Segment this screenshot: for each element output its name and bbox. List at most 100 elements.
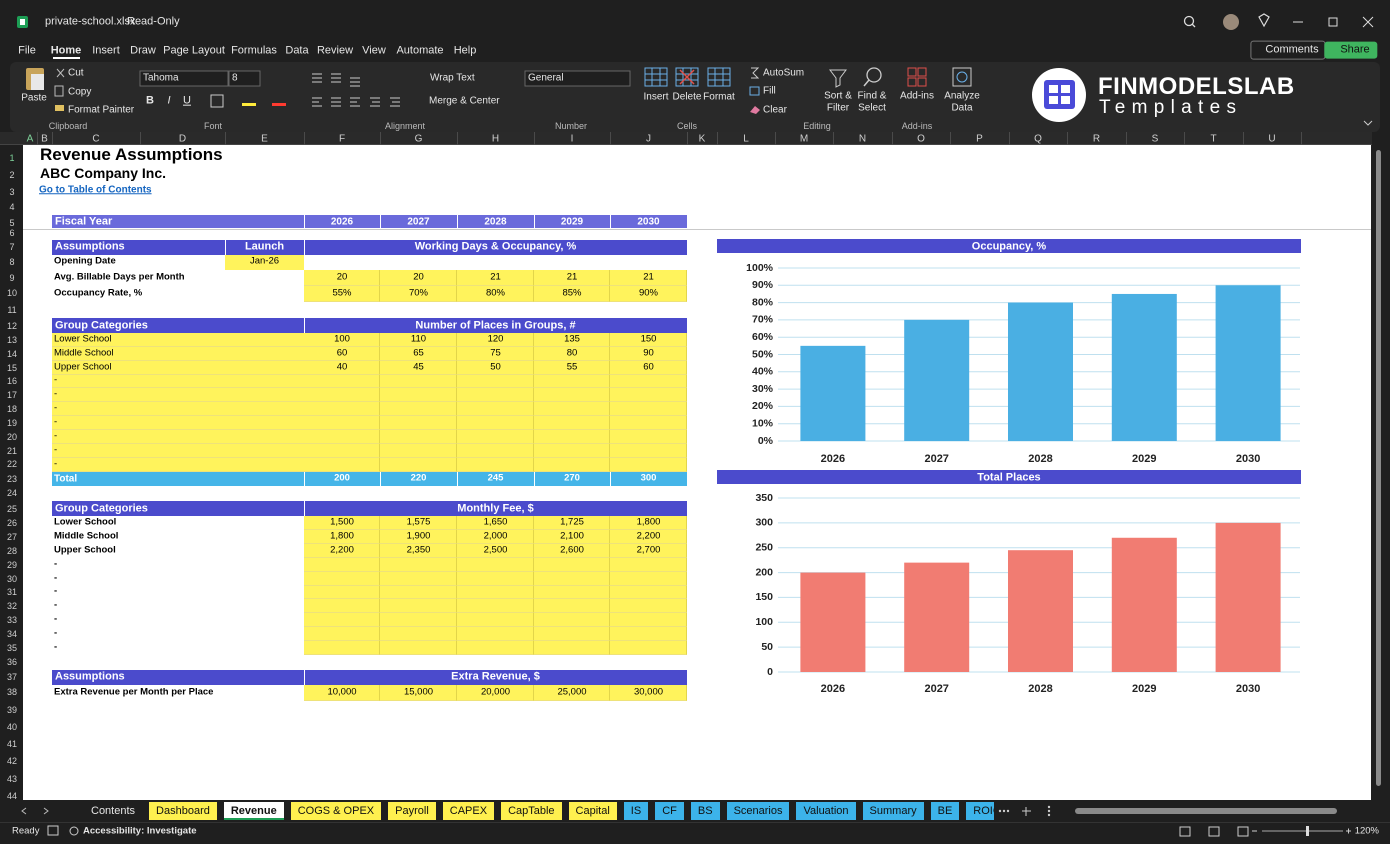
logo-tagline: Templates [1099,97,1243,119]
share-button[interactable]: Share [1324,41,1378,59]
sheet-tabs: Contents Dashboard Revenue COGS & OPEX Payro… [84,802,994,821]
scroll-thumb[interactable] [1376,150,1381,786]
section-header-label: Launch [244,240,285,253]
row-header: 6 [9,227,15,238]
zoom-level[interactable]: 120% [1354,825,1379,837]
menu-item[interactable]: Data [285,44,309,57]
value-cell [304,572,380,586]
sheet-tab[interactable]: Scenarios [726,802,790,820]
row-header: 37 [6,671,18,682]
addins-button[interactable]: Add-ins [900,90,934,102]
value-cell [610,347,687,361]
fiscal-year: 2028 [484,215,507,227]
column-divider [892,132,893,145]
sheet-tab[interactable]: BE [930,802,960,820]
wrap-text-button[interactable]: Wrap Text [430,72,475,84]
y-tick-label: 60% [752,331,774,343]
sheet-tab[interactable]: Capital [568,802,617,820]
value-cell [457,361,534,375]
toc-link[interactable]: Go to Table of Contents [39,184,152,196]
fill-button[interactable]: Fill [763,85,776,97]
menu-item[interactable]: Formulas [231,44,277,57]
value-cell [610,627,687,641]
horizontal-scroll-thumb[interactable] [1075,808,1337,814]
sheet-tab[interactable]: Payroll [388,802,436,820]
value-cell [457,641,534,655]
font-style-button[interactable]: B [146,94,154,107]
sheet-tab[interactable]: Dashboard [149,802,217,820]
column-header: O [917,132,925,144]
menu-item[interactable]: Insert [92,44,120,57]
clear-button[interactable]: Clear [763,104,787,116]
value: 220 [410,472,427,484]
sheet-tab[interactable]: ROIC [966,802,994,820]
column-divider [1184,132,1185,145]
value-cell [610,270,687,286]
paste-button[interactable]: Paste [21,92,47,104]
column-header: A [26,132,34,144]
label-band [52,444,304,458]
accessibility-status[interactable]: Accessibility: Investigate [83,825,197,837]
menu-item[interactable]: File [18,44,36,57]
label-band [52,416,304,430]
value-cell [534,374,610,388]
insert-button[interactable]: Insert [643,91,669,103]
cut-button[interactable]: Cut [68,67,84,79]
value: 1,800 [330,530,354,542]
value-cell [534,270,610,286]
column-divider [1126,132,1127,145]
y-tick-label: 90% [752,279,774,291]
font-style-button[interactable]: U [183,94,191,107]
sheet-tab[interactable]: CapTable [501,802,562,820]
value-cell [457,684,534,701]
value-cell [304,684,380,701]
read-only-mode[interactable]: Read-Only [127,15,180,28]
find-select-button[interactable]: Find & Select [857,90,887,114]
menu-item[interactable]: View [362,44,386,57]
menu-item[interactable]: Home [50,44,82,57]
value-cell [457,402,534,416]
font-style-button[interactable]: I [167,94,171,107]
autosum-button[interactable]: AutoSum [763,67,805,79]
number-format[interactable]: General [528,72,564,84]
analyze-data-button[interactable]: Analyze Data [944,90,980,114]
format-painter-button[interactable]: Format Painter [68,104,135,116]
font-name[interactable]: Tahoma [143,72,179,84]
value-cell [457,285,534,302]
y-tick-label: 30% [752,383,774,395]
x-tick-label: 2026 [821,683,845,695]
fiscal-year: 2029 [560,215,584,227]
value-cell [380,430,457,444]
value-cell [304,402,380,416]
value-cell [610,444,687,458]
value: 1,575 [406,516,431,528]
menu-item[interactable]: Review [316,44,354,57]
sheet-tab[interactable]: COGS & OPEX [290,802,382,820]
sheet-tab[interactable]: BS [690,802,720,820]
font-size[interactable]: 8 [232,72,238,84]
sheet-tab[interactable]: Valuation [796,802,856,820]
sheet-tab[interactable]: Summary [862,802,924,820]
sheet-tab[interactable]: Contents [84,802,143,820]
sheet-tab[interactable]: Revenue [223,802,284,820]
format-button[interactable]: Format [703,91,735,103]
delete-button[interactable]: Delete [672,91,702,103]
row-header-bar [0,145,23,800]
menu-item[interactable]: Automate [396,44,444,57]
sheet-tab[interactable]: IS [623,802,649,820]
menu-item[interactable]: Help [453,44,477,57]
sort-filter-button[interactable]: Sort & Filter [824,90,852,114]
copy-button[interactable]: Copy [68,86,92,98]
x-tick-label: 2027 [924,683,948,695]
sheet-tab[interactable]: CAPEX [442,802,495,820]
value-cell [380,684,457,701]
menu-item[interactable]: Draw [130,44,156,57]
merge-center-button[interactable]: Merge & Center [429,95,500,107]
group-label: Clipboard [48,120,88,131]
sheet-tab[interactable]: CF [655,802,684,820]
cell-divider [225,240,226,255]
menu-item[interactable]: Page Layout [163,44,225,57]
row-label: Opening Date [54,255,116,267]
value: 55% [332,287,352,299]
chart-title-band [717,470,1301,484]
